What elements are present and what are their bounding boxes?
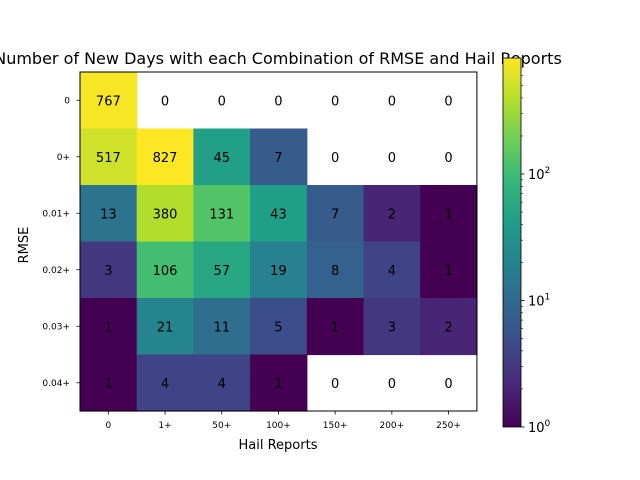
cell-value-label: 57: [213, 264, 230, 279]
cell-value-label: 1: [274, 377, 282, 392]
heatmap-cell: [420, 298, 478, 356]
heatmap-cell: [250, 185, 308, 243]
cell-value-label: 19: [270, 264, 287, 279]
heatmap-cell: [193, 241, 251, 299]
cell-value-label: 1: [331, 320, 339, 335]
heatmap-cell: [193, 298, 251, 356]
cell-value-label: 1: [444, 207, 452, 222]
x-tick-label: 50+: [212, 421, 231, 431]
heatmap-cell: [80, 128, 138, 186]
cell-value-label: 131: [209, 207, 234, 222]
colorbar-tick-label: 101: [528, 293, 550, 310]
heatmap-cell: [250, 128, 308, 186]
colorbar: 100 101 102: [502, 57, 551, 436]
cell-value-label: 0: [444, 94, 452, 109]
colorbar-gradient: [502, 57, 522, 428]
cell-value-label: 0: [331, 94, 339, 109]
cell-value-label: 0: [444, 377, 452, 392]
heatmap-cell: [80, 185, 138, 243]
cell-value-label: 0: [331, 151, 339, 166]
heatmap-cell: [250, 241, 308, 299]
colorbar-tick-label: 100: [528, 419, 551, 436]
colorbar-tick-label: 102: [528, 166, 550, 183]
cell-value-label: 106: [153, 264, 178, 279]
heatmap-cell: [420, 185, 478, 243]
cell-value-label: 0: [388, 151, 396, 166]
x-tick-label: 0: [105, 421, 111, 431]
cell-value-label: 5: [274, 320, 282, 335]
cell-value-label: 11: [213, 320, 230, 335]
heatmap-cell: [306, 185, 365, 243]
cell-value-label: 4: [388, 264, 396, 279]
cell-value-label: 1: [444, 264, 452, 279]
y-tick-label: 0+: [57, 153, 70, 163]
cell-value-label: 1: [104, 320, 112, 335]
cell-value-label: 4: [161, 377, 169, 392]
heatmap-cell: [306, 298, 365, 356]
x-tick-label: 1+: [158, 421, 171, 431]
x-tick-label: 250+: [436, 421, 461, 431]
heatmap-cell: [80, 354, 138, 412]
heatmap-cell: [136, 298, 194, 356]
heatmap-cell: [80, 298, 138, 356]
cell-value-label: 45: [213, 151, 230, 166]
y-tick-label: 0.03+: [42, 322, 70, 332]
heatmap-cell: [193, 354, 251, 412]
x-axis: 0 1+ 50+ 100+ 150+ 200+ 250+: [105, 411, 461, 431]
cell-value-label: 0: [388, 377, 396, 392]
cell-value-label: 8: [331, 264, 339, 279]
heatmap-cell: [420, 241, 478, 299]
heatmap-cell: [80, 72, 138, 130]
cell-value-label: 4: [218, 377, 226, 392]
cell-value-label: 7: [331, 207, 339, 222]
cell-value-label: 767: [96, 94, 121, 109]
cell-value-label: 13: [100, 207, 117, 222]
cell-value-label: 3: [104, 264, 112, 279]
cell-value-label: 0: [218, 94, 226, 109]
cell-value-label: 0: [161, 94, 169, 109]
y-axis: 0 0+ 0.01+ 0.02+ 0.03+ 0.04+: [42, 96, 80, 389]
heatmap-cell: [306, 241, 365, 299]
cell-value-label: 0: [274, 94, 282, 109]
cell-value-label: 517: [96, 151, 121, 166]
heatmap-cell: [363, 298, 421, 356]
y-tick-label: 0: [64, 96, 70, 106]
heatmap-cell: [193, 128, 251, 186]
heatmap-cell: [193, 185, 251, 243]
y-tick-label: 0.04+: [42, 379, 70, 389]
x-tick-label: 100+: [266, 421, 291, 431]
cell-value-label: 0: [331, 377, 339, 392]
cell-value-label: 1: [104, 377, 112, 392]
x-axis-label: Hail Reports: [239, 438, 318, 453]
heatmap-cell: [80, 241, 138, 299]
y-tick-label: 0.01+: [42, 209, 70, 219]
y-axis-label: RMSE: [17, 227, 32, 264]
heatmap-cell: [363, 241, 421, 299]
heatmap-cell: [136, 185, 194, 243]
heatmap-cell: [250, 298, 308, 356]
cell-value-label: 0: [444, 151, 452, 166]
heatmap-cell: [136, 354, 194, 412]
cell-value-label: 21: [157, 320, 174, 335]
heatmap-cell: [136, 128, 194, 186]
cell-value-label: 380: [153, 207, 178, 222]
chart-title: Number of New Days with each Combination…: [0, 49, 562, 68]
heatmap-cell: [136, 241, 194, 299]
heatmap-cell: [363, 185, 421, 243]
x-tick-label: 200+: [379, 421, 404, 431]
cell-value-label: 2: [388, 207, 396, 222]
cell-value-label: 0: [388, 94, 396, 109]
cell-value-label: 43: [270, 207, 287, 222]
heatmap-cell: [250, 354, 308, 412]
x-tick-label: 150+: [323, 421, 348, 431]
cell-value-label: 2: [444, 320, 452, 335]
cell-value-label: 827: [153, 151, 178, 166]
cell-value-label: 7: [274, 151, 282, 166]
y-tick-label: 0.02+: [42, 266, 70, 276]
cell-value-label: 3: [388, 320, 396, 335]
